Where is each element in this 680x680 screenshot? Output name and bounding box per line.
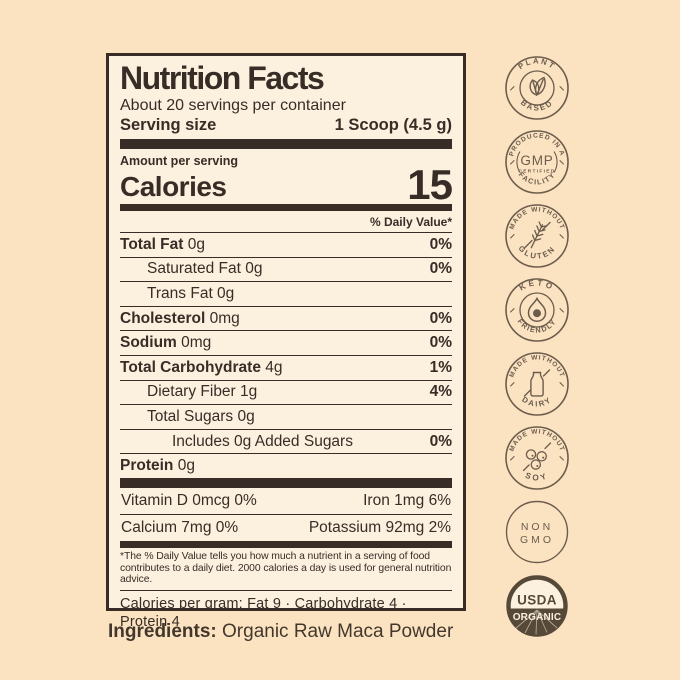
nutrient-daily-value: 1% <box>429 358 452 376</box>
servings-per-container: About 20 servings per container <box>120 97 346 114</box>
svg-text:ORGANIC: ORGANIC <box>513 612 562 623</box>
nutrient-row-total-carbohydrate: Total Carbohydrate 4g 1% <box>120 354 452 380</box>
calories-per-gram: Calories per gram: Fat 9 · Carbohydrate … <box>120 589 452 633</box>
nutrient-name: Total Carbohydrate 4g <box>120 358 283 376</box>
badge-usda-organic: USDA ORGANIC <box>503 572 571 640</box>
nutrient-daily-value: 0% <box>429 432 452 450</box>
svg-text:DAIRY: DAIRY <box>520 395 554 409</box>
nutrient-row-trans-fat: Trans Fat 0g <box>120 281 452 306</box>
nutrition-facts-title: Nutrition Facts <box>120 60 325 96</box>
svg-text:FRIENDLY: FRIENDLY <box>516 317 559 335</box>
ingredients-line: Ingredients: Organic Raw Maca Powder <box>108 620 474 644</box>
svg-text:KETO: KETO <box>518 278 556 292</box>
nutrient-name: Dietary Fiber 1g <box>147 383 258 401</box>
ingredients-label: Ingredients: <box>108 621 217 642</box>
serving-size-value: 1 Scoop (4.5 g) <box>334 116 452 134</box>
nutrient-daily-value: 4% <box>429 383 452 401</box>
nutrient-name: Saturated Fat 0g <box>147 260 263 278</box>
micronutrient-left: Calcium 7mg 0% <box>121 518 239 536</box>
nutrient-row-includes-0g-added-sugars: Includes 0g Added Sugars 0% <box>120 428 452 454</box>
nutrient-daily-value: 0% <box>429 334 452 352</box>
nutrient-name: Cholesterol 0mg <box>120 309 240 327</box>
svg-text:GMO: GMO <box>520 534 554 546</box>
nutrient-row-dietary-fiber: Dietary Fiber 1g 4% <box>120 379 452 405</box>
divider-medium <box>120 540 452 548</box>
badge-made-without-soy: MADE WITHOUT SOY <box>503 424 571 492</box>
calories-label: Calories <box>120 171 227 202</box>
badge-keto-friendly: KETO FRIENDLY <box>503 276 571 344</box>
badge-made-without-gluten: MADE WITHOUT GLUTEN <box>503 202 571 270</box>
leaf-icon <box>529 76 546 96</box>
nutrient-row-total-sugars: Total Sugars 0g <box>120 404 452 429</box>
divider-thick <box>120 139 452 149</box>
nutrient-row-total-fat: Total Fat 0g 0% <box>120 232 452 257</box>
nutrition-facts-label: Nutrition Facts About 20 servings per co… <box>106 53 466 630</box>
milk-bottle-icon <box>523 369 551 397</box>
badge-plant-based: PLANT BASED <box>503 54 571 122</box>
wheat-icon <box>523 221 551 250</box>
nutrient-row-protein: Protein 0g <box>120 453 452 478</box>
svg-text:MADE WITHOUT: MADE WITHOUT <box>508 354 565 378</box>
badge-non-gmo: NON GMO <box>503 498 571 566</box>
svg-text:NON: NON <box>521 521 553 533</box>
svg-text:GLUTEN: GLUTEN <box>517 244 558 261</box>
badge-made-without-dairy: MADE WITHOUT DAIRY <box>503 350 571 418</box>
nutrient-row-cholesterol: Cholesterol 0mg 0% <box>120 305 452 331</box>
svg-text:MADE WITHOUT: MADE WITHOUT <box>508 428 565 452</box>
micronutrient-left: Vitamin D 0mcg 0% <box>121 491 257 509</box>
nutrient-daily-value: 0% <box>429 260 452 278</box>
soybeans-icon <box>522 442 552 472</box>
calories-value: 15 <box>407 161 453 208</box>
micronutrient-rows: Vitamin D 0mcg 0% Iron 1mg 6% Calcium 7mg … <box>120 488 452 541</box>
svg-text:PLANT: PLANT <box>516 56 557 71</box>
svg-text:GMP: GMP <box>520 153 553 168</box>
serving-size-row: Serving size 1 Scoop (4.5 g) <box>120 115 452 136</box>
nutrient-name: Includes 0g Added Sugars <box>172 432 353 450</box>
nutrient-daily-value: 0% <box>429 235 452 253</box>
nutrient-name: Sodium 0mg <box>120 334 212 352</box>
serving-size-label: Serving size <box>120 116 217 134</box>
nutrient-row-saturated-fat: Saturated Fat 0g 0% <box>120 256 452 282</box>
divider-medium <box>120 204 452 211</box>
nutrient-daily-value: 0% <box>429 309 452 327</box>
ingredients-value: Organic Raw Maca Powder <box>222 621 454 642</box>
micronutrient-row: Calcium 7mg 0% Potassium 92mg 2% <box>120 513 452 541</box>
avocado-icon <box>527 296 547 322</box>
daily-value-header: % Daily Value* <box>369 215 452 229</box>
badge-gmp-certified: PRODUCED IN A FACILITY GMP CERTIFIED <box>503 128 571 196</box>
nutrient-name: Trans Fat 0g <box>147 284 235 302</box>
micronutrient-right: Iron 1mg 6% <box>363 491 451 509</box>
micronutrient-right: Potassium 92mg 2% <box>308 518 451 536</box>
nutrient-name: Total Fat 0g <box>120 235 205 253</box>
divider-thick <box>120 477 452 488</box>
svg-text:CERTIFIED: CERTIFIED <box>518 169 555 175</box>
micronutrient-row: Vitamin D 0mcg 0% Iron 1mg 6% <box>120 488 452 514</box>
daily-value-footnote: *The % Daily Value tells you how much a … <box>120 550 452 586</box>
nutrient-name: Total Sugars 0g <box>147 407 255 425</box>
amount-per-serving-label: Amount per serving <box>120 154 239 168</box>
nutrient-rows: Total Fat 0g 0% Saturated Fat 0g 0% Trans Fa… <box>120 232 452 478</box>
nutrient-name: Protein 0g <box>120 457 195 475</box>
svg-text:USDA: USDA <box>517 593 557 608</box>
nutrient-row-sodium: Sodium 0mg 0% <box>120 330 452 355</box>
svg-text:SOY: SOY <box>524 471 550 483</box>
calories-row: Calories 15 <box>120 161 453 208</box>
